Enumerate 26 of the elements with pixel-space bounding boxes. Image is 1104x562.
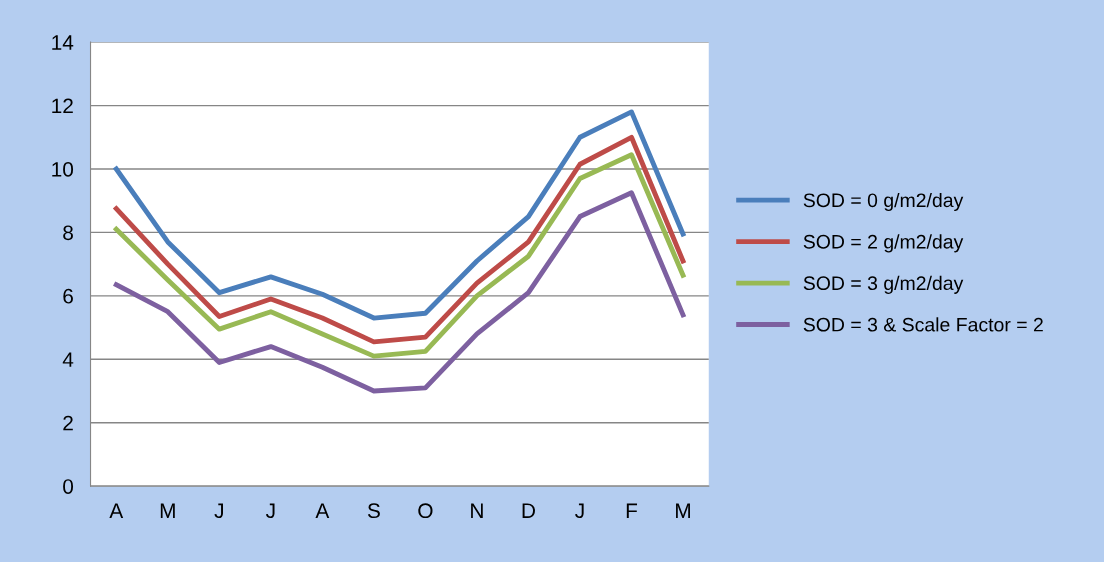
x-tick-label: M <box>676 503 690 518</box>
y-tick-label: 4 <box>62 352 74 367</box>
line-series <box>113 109 686 321</box>
y-tick-label: 8 <box>63 225 73 241</box>
x-tick-label: M <box>160 503 175 518</box>
x-tick-label: J <box>214 503 223 519</box>
y-tick-label: 12 <box>52 98 73 114</box>
x-tick-label: F <box>626 503 638 518</box>
x-tick-label: A <box>315 503 330 518</box>
x-tick-label: J <box>575 503 584 519</box>
x-tick-label: D <box>522 503 535 518</box>
x-tick-label: J <box>265 503 275 519</box>
legend-label: SOD = 3 g/m2/day <box>803 275 964 294</box>
x-tick-label: O <box>418 503 433 519</box>
y-tick-label: 10 <box>52 162 74 177</box>
legend-label: SOD = 2 g/m2/day <box>803 234 964 253</box>
line-series <box>113 190 686 394</box>
y-tick-label: 14 <box>52 35 74 50</box>
legend-label: SOD = 3 & Scale Factor = 2 <box>803 317 1043 332</box>
y-tick-label: 2 <box>63 415 73 431</box>
x-tick-label: A <box>109 503 124 518</box>
y-tick-label: 0 <box>63 479 74 494</box>
x-tick-label: S <box>367 503 380 519</box>
x-tick-label: N <box>471 503 483 518</box>
legend-label: SOD = 0 g/m2/day <box>803 192 964 212</box>
y-tick-label: 6 <box>63 288 73 304</box>
